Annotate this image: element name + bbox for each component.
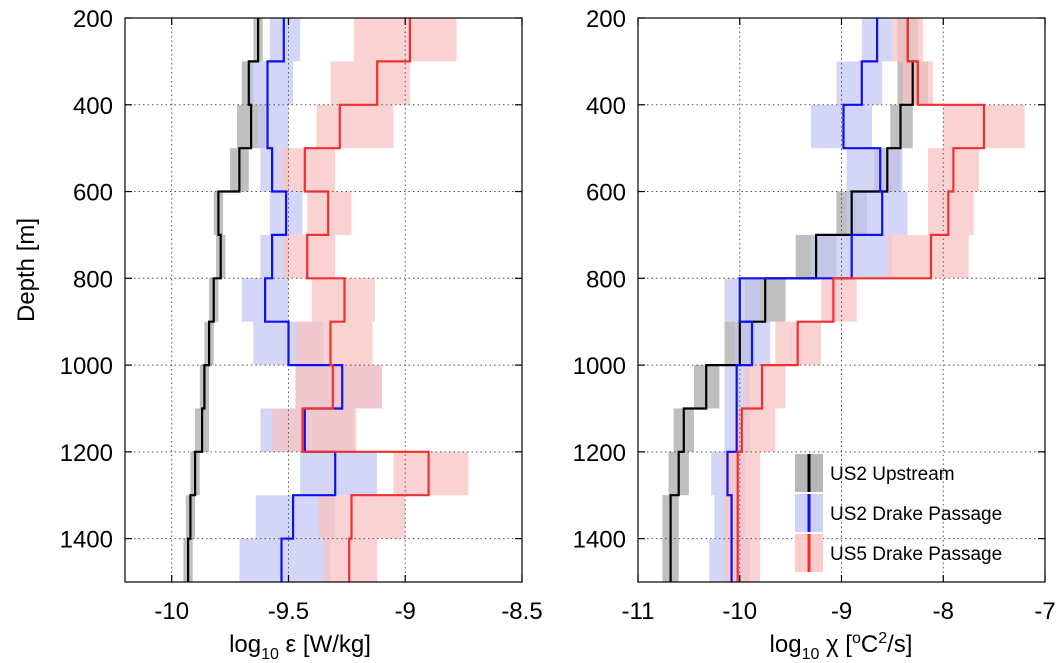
uncertainty-band-us2d xyxy=(724,278,761,322)
uncertainty-band-us5d xyxy=(330,61,410,105)
uncertainty-band-us5d xyxy=(724,495,761,539)
uncertainty-band-us5d xyxy=(323,538,378,582)
uncertainty-band-us2d xyxy=(269,18,301,62)
legend-label-us2u: US2 Upstream xyxy=(830,464,955,485)
y-tick-label: 800 xyxy=(73,266,113,293)
panel-diffusivity: 200 400 600 800 1000 1200 1400 -11 -10 -9 -8 -7 lo… xyxy=(573,6,1056,663)
y-tick-labels: 200 400 600 800 1000 1200 1400 xyxy=(60,6,113,554)
x-tick-labels: -11 -10 -9 -8 -7 xyxy=(622,598,1056,625)
legend: US2 Upstream US2 Drake Passage US5 Drake P… xyxy=(795,454,1002,572)
uncertainty-bands xyxy=(662,18,1025,582)
y-tick-label: 200 xyxy=(73,6,113,33)
profile-line-us2d xyxy=(264,18,344,582)
profile-line-us5d xyxy=(736,18,986,582)
x-label-sup1: o xyxy=(852,630,861,647)
x-label-sub: 10 xyxy=(802,646,820,663)
uncertainty-band-us2d xyxy=(251,61,294,105)
uncertainty-band-us2d xyxy=(239,538,331,582)
y-tick-labels: 200 400 600 800 1000 1200 1400 xyxy=(573,6,626,554)
uncertainty-band-us5d xyxy=(744,365,786,409)
uncertainty-band-us5d xyxy=(307,191,352,235)
y-tick-label: 1200 xyxy=(60,440,113,467)
y-axis-label: Depth [m] xyxy=(13,218,40,322)
uncertainty-band-us5d xyxy=(295,365,382,409)
x-tick-label: -9 xyxy=(831,598,852,625)
x-label-sup2: 2 xyxy=(878,630,887,647)
uncertainty-band-us5d xyxy=(887,234,969,279)
tick-marks xyxy=(125,17,523,582)
y-tick-label: 1000 xyxy=(60,353,113,380)
y-tick-label: 1000 xyxy=(573,353,626,380)
profile-lines xyxy=(187,18,430,582)
x-tick-label: -11 xyxy=(622,598,655,625)
y-tick-label: 400 xyxy=(73,93,113,120)
uncertainty-band-us5d xyxy=(316,104,394,149)
uncertainty-band-us5d xyxy=(272,408,357,452)
x-axis-label: log10 ε [W/kg] xyxy=(229,631,371,663)
profile-lines xyxy=(669,18,986,582)
uncertainty-band-us2d xyxy=(836,61,883,105)
uncertainty-band-us5d xyxy=(311,278,375,322)
uncertainty-band-us5d xyxy=(724,451,761,496)
y-tick-label: 600 xyxy=(586,180,626,207)
uncertainty-band-us5d xyxy=(927,191,974,235)
y-tick-label: 600 xyxy=(73,180,113,207)
x-tick-label: -10 xyxy=(722,598,757,625)
uncertainty-band-us5d xyxy=(295,321,373,366)
uncertainty-band-us2u xyxy=(241,61,254,105)
uncertainty-band-us5d xyxy=(724,538,761,582)
y-tick-label: 1400 xyxy=(573,527,626,554)
x-label-log: log xyxy=(770,631,802,658)
x-label-sub: 10 xyxy=(261,646,279,663)
uncertainty-band-us2d xyxy=(258,104,289,149)
legend-label-us5d: US5 Drake Passage xyxy=(830,544,1002,565)
y-tick-label: 400 xyxy=(586,93,626,120)
uncertainty-band-us5d xyxy=(393,451,469,496)
x-tick-label: -8 xyxy=(933,598,954,625)
y-tick-label: 1400 xyxy=(60,527,113,554)
tick-marks xyxy=(637,17,1046,582)
x-label-log: log xyxy=(229,631,261,658)
x-label-end: /s] xyxy=(887,631,912,658)
uncertainty-band-us5d xyxy=(821,278,857,322)
x-label-var: χ [ xyxy=(819,631,852,658)
plot-frame xyxy=(124,17,523,583)
x-label-mid: C xyxy=(861,631,878,658)
profile-line-us2u xyxy=(187,18,260,582)
legend-label-us2d: US2 Drake Passage xyxy=(830,504,1002,525)
x-tick-label: -9.5 xyxy=(268,598,309,625)
uncertainty-bands xyxy=(183,18,469,582)
uncertainty-band-us5d xyxy=(283,234,336,279)
x-tick-label: -8.5 xyxy=(501,598,542,625)
y-tick-label: 200 xyxy=(586,6,626,33)
panel-dissipation: 200 400 600 800 1000 1200 1400 -10 -9.5 -9 -8.5 D… xyxy=(13,6,543,663)
uncertainty-band-us2d xyxy=(846,191,908,235)
uncertainty-band-us5d xyxy=(318,495,406,539)
profile-line-us2d xyxy=(726,18,884,582)
uncertainty-band-us2d xyxy=(300,451,378,496)
x-tick-label: -9 xyxy=(395,598,416,625)
x-label-var: ε [W/kg] xyxy=(279,631,371,658)
profile-line-us5d xyxy=(301,18,430,582)
y-tick-label: 1200 xyxy=(573,440,626,467)
uncertainty-band-us5d xyxy=(281,148,336,192)
x-tick-label: -10 xyxy=(154,598,189,625)
uncertainty-band-us2d xyxy=(846,148,903,192)
x-tick-labels: -10 -9.5 -9 -8.5 xyxy=(154,598,542,625)
x-axis-label: log10 χ [oC2/s] xyxy=(770,630,913,663)
x-tick-label: -7 xyxy=(1034,598,1055,625)
y-tick-label: 800 xyxy=(586,266,626,293)
